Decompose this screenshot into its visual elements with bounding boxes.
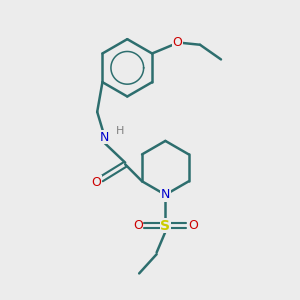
Text: S: S xyxy=(160,218,170,233)
Text: O: O xyxy=(172,37,182,50)
Text: O: O xyxy=(188,219,198,232)
Text: N: N xyxy=(100,130,109,144)
Text: N: N xyxy=(161,188,170,201)
Text: O: O xyxy=(133,219,143,232)
Text: H: H xyxy=(116,126,124,136)
Text: O: O xyxy=(91,176,101,189)
